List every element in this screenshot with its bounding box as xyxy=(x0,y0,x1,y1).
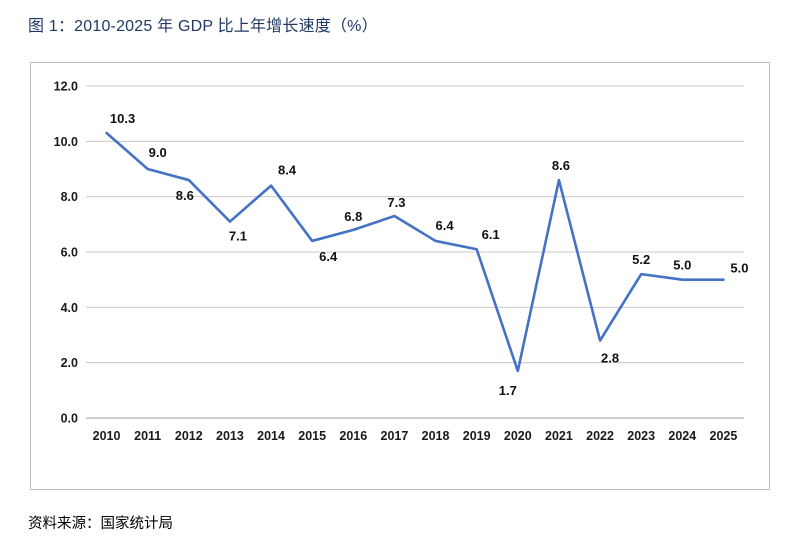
x-tick-label: 2021 xyxy=(545,429,573,443)
x-tick-label: 2011 xyxy=(134,429,161,443)
data-label: 1.7 xyxy=(499,383,517,398)
y-tick-label: 12.0 xyxy=(54,80,78,94)
x-tick-label: 2024 xyxy=(668,429,696,443)
data-label: 8.6 xyxy=(552,158,570,173)
gdp-line-chart: 0.0 2.0 4.0 6.0 8.0 10.0 12.0 2010 2011 2012 2013 2… xyxy=(54,80,749,444)
figure-title: 图 1：2010-2025 年 GDP 比上年增长速度（%） xyxy=(28,18,378,35)
x-tick-label: 2013 xyxy=(216,429,244,443)
data-label: 6.8 xyxy=(344,209,362,224)
y-tick-label: 6.0 xyxy=(61,246,78,260)
x-tick-label: 2010 xyxy=(93,429,121,443)
x-tick-label: 2023 xyxy=(627,429,655,443)
data-label: 2.8 xyxy=(601,351,619,366)
data-label: 6.4 xyxy=(319,249,338,264)
data-label: 7.3 xyxy=(387,195,405,210)
x-tick-label: 2025 xyxy=(710,429,738,443)
data-label: 8.6 xyxy=(176,188,194,203)
y-tick-label: 2.0 xyxy=(61,356,78,370)
data-label: 8.4 xyxy=(278,163,297,178)
data-label: 5.0 xyxy=(673,258,691,273)
y-tick-label: 4.0 xyxy=(61,301,78,315)
y-tick-label: 10.0 xyxy=(54,135,78,149)
data-label: 5.0 xyxy=(730,261,748,276)
data-label: 7.1 xyxy=(229,229,247,244)
y-tick-label: 0.0 xyxy=(61,412,78,426)
x-tick-label: 2018 xyxy=(422,429,450,443)
gdp-series-line xyxy=(105,131,725,373)
x-tick-label: 2014 xyxy=(257,429,285,443)
data-label: 6.1 xyxy=(482,227,500,242)
x-tick-label: 2017 xyxy=(381,429,409,443)
x-tick-label: 2016 xyxy=(339,429,367,443)
x-tick-label: 2019 xyxy=(463,429,491,443)
source-note: 资料来源：国家统计局 xyxy=(28,516,173,532)
data-label: 6.4 xyxy=(436,218,455,233)
x-tick-label: 2020 xyxy=(504,429,532,443)
chart-container: 0.0 2.0 4.0 6.0 8.0 10.0 12.0 2010 2011 2012 2013 2… xyxy=(30,62,770,490)
data-label: 5.2 xyxy=(632,252,650,267)
y-tick-label: 8.0 xyxy=(61,190,78,204)
x-tick-label: 2015 xyxy=(298,429,326,443)
data-label: 9.0 xyxy=(149,145,167,160)
x-tick-label: 2022 xyxy=(586,429,614,443)
data-label: 10.3 xyxy=(110,111,135,126)
x-tick-label: 2012 xyxy=(175,429,203,443)
